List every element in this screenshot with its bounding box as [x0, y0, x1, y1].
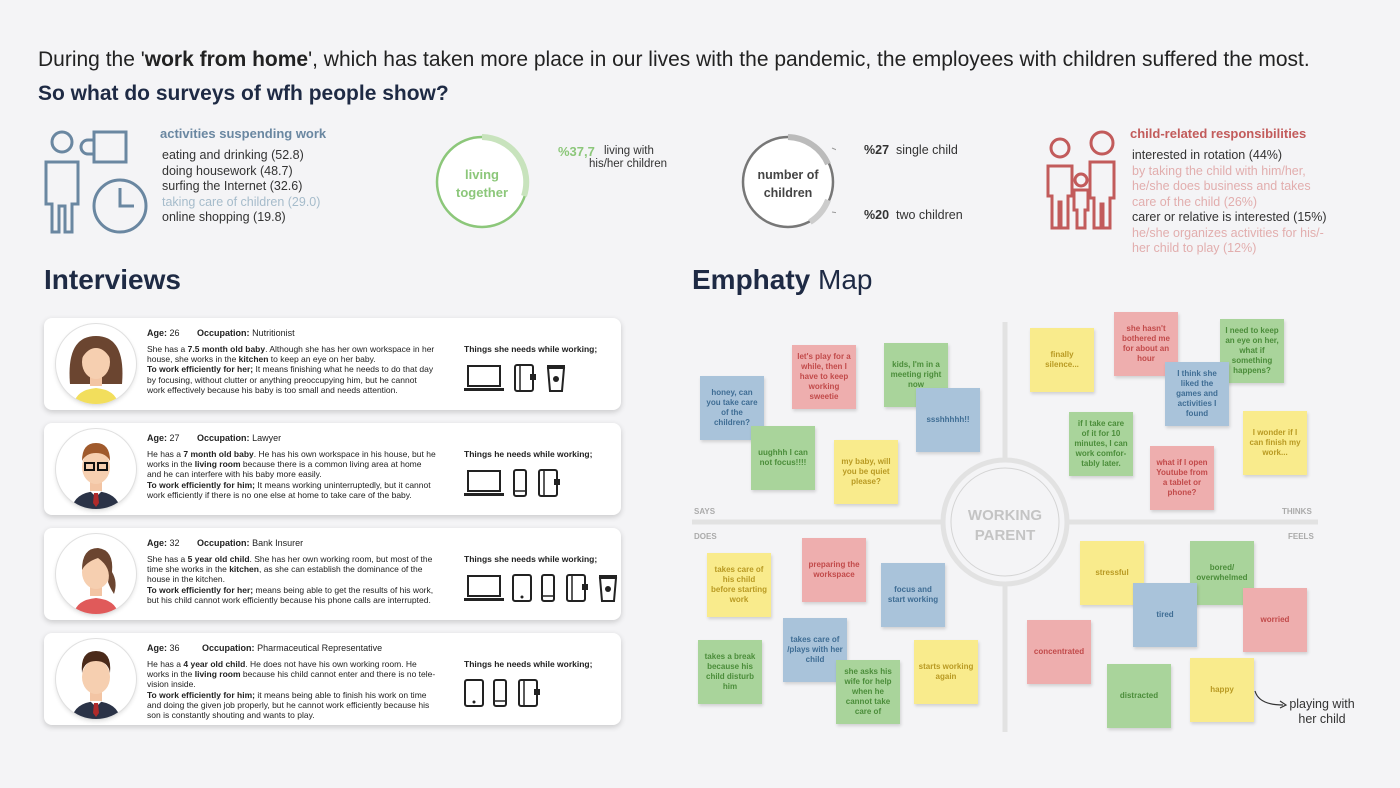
living-together-text-2: his/her children	[589, 158, 667, 170]
sticky-note: happy	[1190, 658, 1254, 722]
activities-title: activities suspending work	[160, 126, 327, 141]
living-together-text-1: living with	[604, 145, 654, 157]
working-parent-label: WORKING PARENT	[967, 507, 1043, 544]
empathy-map-title: Emphaty Map	[692, 264, 873, 295]
sticky-note: I wonder if I can finish my work...	[1243, 411, 1307, 475]
list-item: interested in rotation (44%)	[1132, 148, 1283, 162]
sticky-note: if I take care of it for 10 minutes, I c…	[1069, 412, 1133, 476]
tablet-icon	[512, 574, 532, 602]
living-together-ring	[435, 134, 530, 229]
avatar	[56, 324, 136, 404]
coffee-cup-icon	[598, 575, 618, 602]
responsibilities-list: interested in rotation (44%) by taking t…	[1132, 148, 1327, 257]
living-together-percent: %37,7	[558, 144, 595, 159]
list-item: by taking the child with him/her,	[1132, 163, 1306, 178]
two-children-stat: %20 two children	[864, 208, 963, 222]
sticky-note: finally silence...	[1030, 328, 1094, 392]
sticky-note: distracted	[1107, 664, 1171, 728]
sticky-note: preparing the workspace	[802, 538, 866, 602]
sticky-note: ssshhhhh!!	[916, 388, 980, 452]
list-item: eating and drinking (52.8)	[162, 148, 304, 162]
sticky-note: she asks his wife for help when he canno…	[836, 660, 900, 724]
sticky-note: what if I open Youtube from a tablet or …	[1150, 446, 1214, 510]
list-item: online shopping (19.8)	[162, 210, 286, 224]
interviews-title: Interviews	[44, 264, 181, 295]
arrow-icon	[1254, 690, 1288, 709]
list-item: doing housework (48.7)	[162, 163, 293, 178]
interview-description: She has a 5 year old child. She has her …	[147, 554, 434, 605]
laptop-icon	[464, 575, 504, 601]
sticky-note: focus and start working	[881, 563, 945, 627]
needs-label: Things she needs while working;	[464, 554, 598, 564]
interview-card-2: Age: 27 Occupation: Lawyer He has a 7 mo…	[44, 423, 621, 515]
person-clock-cup-icon	[44, 130, 148, 234]
sticky-note: takes a break because his child disturb …	[698, 640, 762, 704]
does-label: DOES	[694, 532, 717, 541]
sticky-note: let's play for a while, then I have to k…	[792, 345, 856, 409]
list-item: surfing the Internet (32.6)	[162, 179, 303, 193]
laptop-icon	[464, 470, 504, 496]
children-ring	[741, 134, 836, 229]
children-label: number of children	[757, 168, 819, 200]
notebook-icon	[538, 469, 560, 497]
notebook-icon	[514, 364, 536, 392]
playing-with-child-annotation: playing with her child	[1289, 697, 1355, 726]
interview-card-3: Age: 32 Occupation: Bank Insurer She has…	[44, 528, 621, 620]
phone-icon	[541, 574, 555, 602]
needs-label: Things he needs while working;	[464, 449, 593, 459]
list-item: care of the child (26%)	[1132, 194, 1258, 209]
needs-label: Things she needs while working;	[464, 344, 598, 354]
interview-card-4: Age: 36 Occupation: Pharmaceutical Repre…	[44, 633, 621, 725]
interview-description: He has a 4 year old child. He does not h…	[147, 659, 436, 721]
interview-description: She has a 7.5 month old baby. Although s…	[147, 344, 435, 395]
activities-list: eating and drinking (52.8) doing housewo…	[162, 148, 320, 226]
avatar	[56, 429, 136, 509]
intro-text: During the 'work from home', which has t…	[38, 48, 1310, 71]
sticky-note: my baby, will you be quiet please?	[834, 440, 898, 504]
coffee-cup-icon	[546, 365, 566, 392]
survey-question: So what do surveys of wfh people show?	[38, 82, 449, 105]
sticky-note: tired	[1133, 583, 1197, 647]
avatar	[56, 639, 136, 719]
feels-label: FEELS	[1288, 532, 1314, 541]
needs-label: Things he needs while working;	[464, 659, 593, 669]
responsibilities-title: child-related responsibilities	[1130, 126, 1307, 141]
sticky-note: I need to keep an eye on her, what if so…	[1220, 319, 1284, 383]
interview-description: He has a 7 month old baby. He has his ow…	[147, 449, 436, 500]
says-label: SAYS	[694, 507, 716, 516]
sticky-note: takes care of his child before starting …	[707, 553, 771, 617]
list-item: her child to play (12%)	[1132, 241, 1257, 255]
notebook-icon	[518, 679, 540, 707]
sticky-note: concentrated	[1027, 620, 1091, 684]
single-child-stat: %27 single child	[864, 143, 958, 157]
family-icon	[1046, 130, 1116, 230]
interview-card-1: Age: 26 Occupation: Nutritionist She has…	[44, 318, 621, 410]
sticky-note: uughhh I can not focus!!!!	[751, 426, 815, 490]
phone-icon	[493, 679, 507, 707]
list-item: carer or relative is interested (15%)	[1132, 210, 1327, 224]
laptop-icon	[464, 365, 504, 391]
notebook-icon	[566, 574, 588, 602]
living-together-label: living together	[456, 167, 508, 200]
list-item: taking care of children (29.0)	[162, 194, 321, 209]
tablet-icon	[464, 679, 484, 707]
sticky-note: worried	[1243, 588, 1307, 652]
sticky-note: starts working again	[914, 640, 978, 704]
list-item: he/she organizes activities for his/-	[1132, 225, 1324, 240]
sticky-note: I think she liked the games and activiti…	[1165, 362, 1229, 426]
phone-icon	[513, 469, 527, 497]
list-item: he/she does business and takes	[1132, 179, 1311, 193]
empathy-map-axes	[692, 322, 1318, 732]
avatar	[56, 534, 136, 614]
thinks-label: THINKS	[1282, 507, 1312, 516]
